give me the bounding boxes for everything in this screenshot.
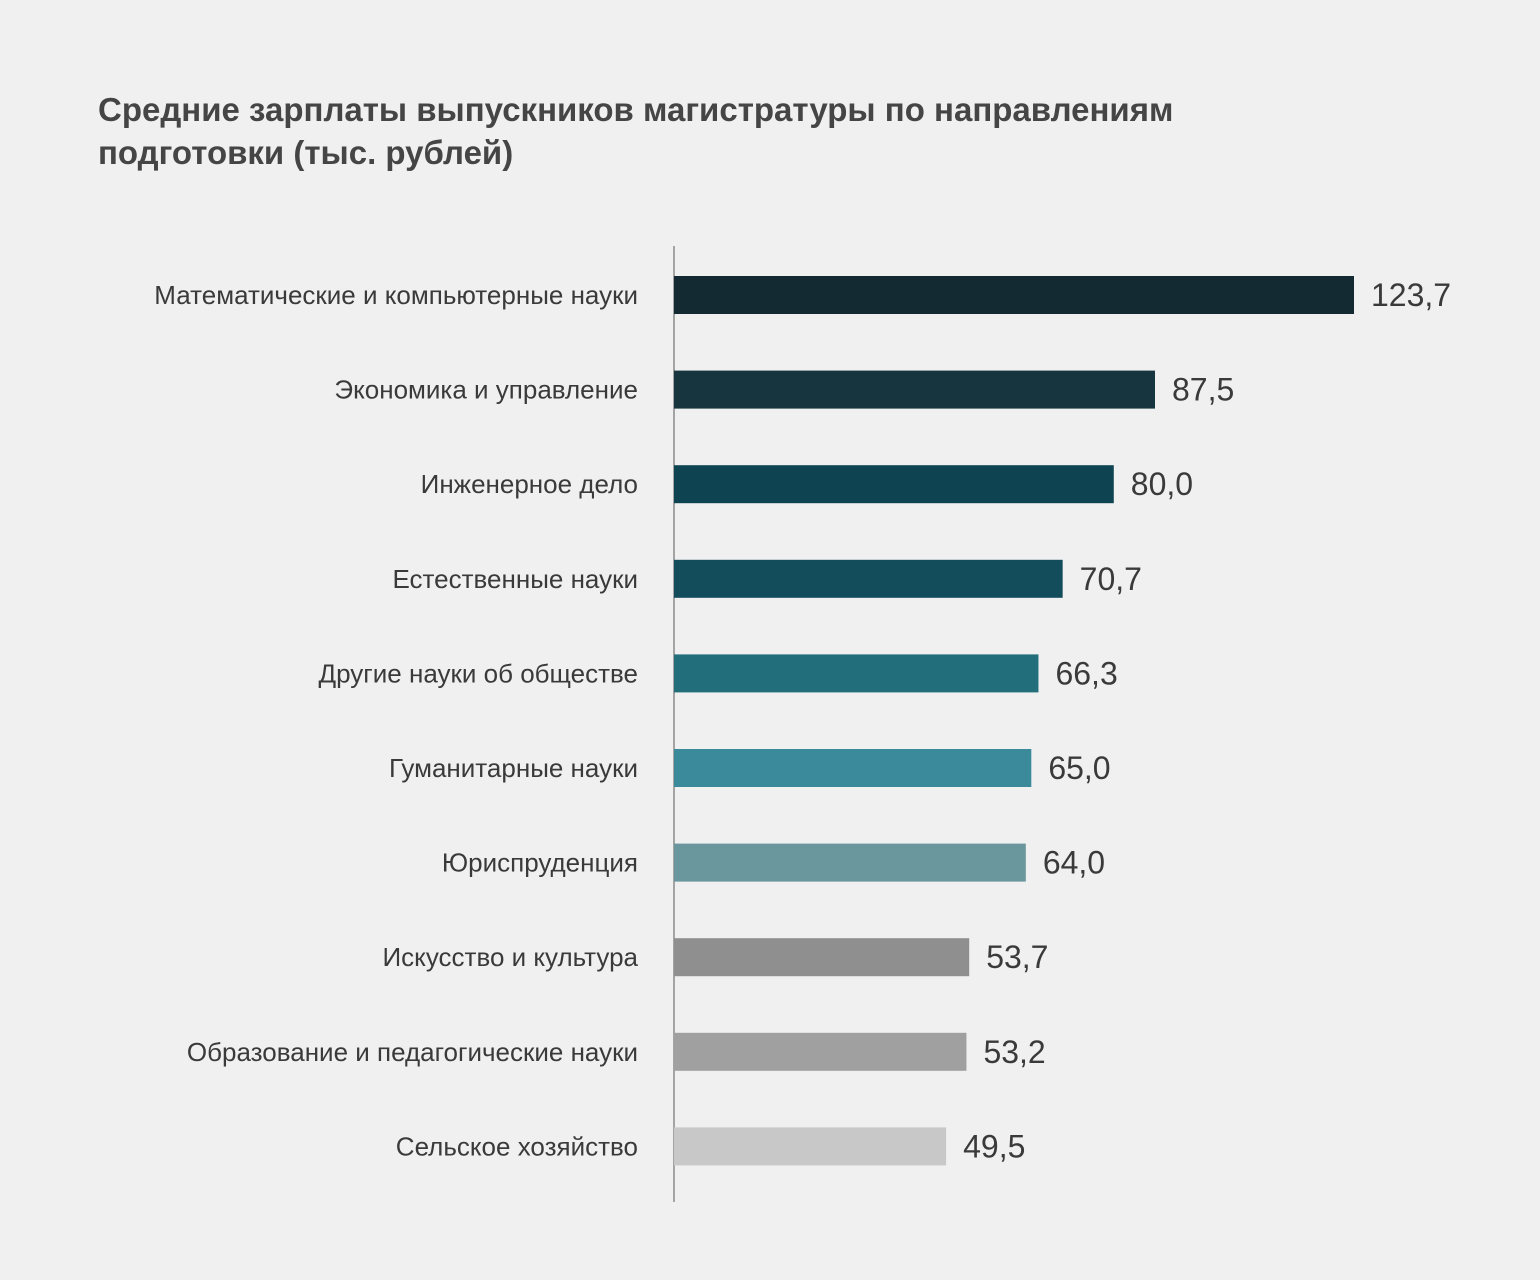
- category-label: Юриспруденция: [442, 848, 638, 878]
- value-label: 123,7: [1371, 277, 1451, 313]
- value-label: 64,0: [1043, 845, 1105, 881]
- bar: [674, 749, 1032, 787]
- bar: [674, 654, 1039, 693]
- bar: [674, 276, 1354, 314]
- category-label: Образование и педагогические науки: [187, 1037, 638, 1067]
- bar: [674, 465, 1114, 504]
- bar: [674, 938, 970, 977]
- value-label: 70,7: [1080, 561, 1142, 597]
- value-label: 80,0: [1131, 466, 1193, 502]
- category-label: Гуманитарные науки: [389, 753, 638, 783]
- bar: [674, 1127, 947, 1166]
- value-label: 49,5: [963, 1128, 1025, 1164]
- chart-title: Средние зарплаты выпускников магистратур…: [98, 91, 1174, 171]
- category-label: Другие науки об обществе: [319, 658, 639, 688]
- category-label: Экономика и управление: [334, 375, 638, 405]
- value-label: 65,0: [1048, 750, 1110, 786]
- bar: [674, 370, 1156, 409]
- category-label: Математические и компьютерные науки: [154, 280, 638, 310]
- value-label: 53,2: [983, 1034, 1045, 1070]
- value-label: 66,3: [1055, 655, 1117, 691]
- bar: [674, 843, 1026, 882]
- category-label: Сельское хозяйство: [396, 1131, 638, 1161]
- bars-group: Математические и компьютерные науки 123,7…: [154, 276, 1451, 1166]
- category-label: Инженерное дело: [421, 469, 638, 499]
- category-label: Искусство и культура: [382, 942, 638, 972]
- bar: [674, 559, 1063, 598]
- value-label: 87,5: [1172, 372, 1234, 408]
- category-label: Естественные науки: [392, 564, 638, 594]
- value-label: 53,7: [986, 939, 1048, 975]
- bar: [674, 1032, 967, 1071]
